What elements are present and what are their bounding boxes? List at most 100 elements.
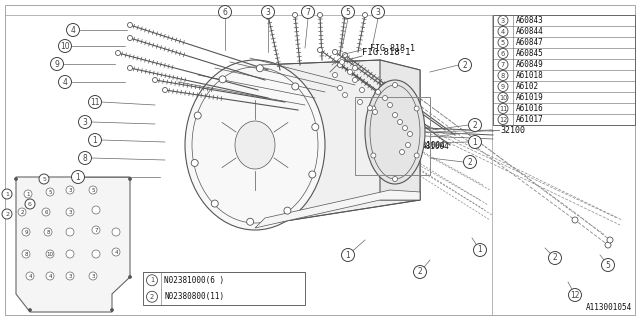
Text: 1: 1 — [472, 138, 477, 147]
Circle shape — [392, 113, 397, 117]
Text: A61016: A61016 — [516, 104, 544, 113]
Polygon shape — [260, 60, 420, 225]
Circle shape — [602, 259, 614, 271]
Circle shape — [312, 124, 319, 131]
Circle shape — [403, 125, 408, 131]
Text: A60847: A60847 — [516, 38, 544, 47]
Circle shape — [498, 37, 508, 47]
Circle shape — [458, 59, 472, 71]
Text: 5: 5 — [501, 39, 505, 45]
Text: 5: 5 — [42, 177, 46, 181]
Circle shape — [266, 12, 271, 18]
Circle shape — [66, 250, 74, 258]
Text: 1: 1 — [346, 251, 350, 260]
Text: 6: 6 — [223, 7, 227, 17]
Text: 3: 3 — [68, 188, 72, 193]
Ellipse shape — [365, 80, 425, 184]
Circle shape — [498, 70, 508, 81]
Circle shape — [127, 66, 132, 70]
Text: A81004: A81004 — [418, 140, 445, 149]
Circle shape — [337, 85, 342, 91]
Circle shape — [39, 174, 49, 184]
Circle shape — [46, 250, 54, 258]
Circle shape — [67, 23, 79, 36]
Circle shape — [468, 118, 481, 132]
Circle shape — [246, 218, 253, 225]
Circle shape — [29, 308, 31, 311]
Text: 2: 2 — [418, 268, 422, 276]
Circle shape — [406, 142, 410, 148]
Text: 10: 10 — [60, 42, 70, 51]
Text: 2: 2 — [472, 121, 477, 130]
Circle shape — [348, 69, 353, 75]
Text: 4: 4 — [63, 77, 67, 86]
Text: FIG.818-1: FIG.818-1 — [370, 44, 415, 52]
Circle shape — [79, 151, 92, 164]
Text: 6: 6 — [44, 210, 48, 214]
Text: 5: 5 — [346, 7, 351, 17]
Circle shape — [284, 207, 291, 214]
Circle shape — [371, 153, 376, 158]
Circle shape — [79, 116, 92, 129]
Text: A81004: A81004 — [422, 141, 450, 150]
Polygon shape — [16, 177, 130, 312]
Circle shape — [333, 50, 337, 54]
Circle shape — [44, 228, 52, 236]
Circle shape — [219, 76, 226, 83]
Circle shape — [2, 189, 12, 199]
Polygon shape — [380, 60, 420, 200]
Circle shape — [337, 62, 342, 68]
Circle shape — [372, 109, 378, 115]
Text: 8: 8 — [24, 252, 28, 257]
Text: 1: 1 — [5, 191, 9, 196]
Circle shape — [24, 190, 32, 198]
Text: 3: 3 — [68, 210, 72, 214]
Circle shape — [92, 226, 100, 234]
Bar — [493, 15, 635, 125]
Circle shape — [51, 58, 63, 70]
Circle shape — [112, 248, 120, 256]
Text: 4: 4 — [48, 274, 52, 278]
Circle shape — [367, 106, 372, 110]
Circle shape — [127, 36, 132, 41]
Circle shape — [66, 228, 74, 236]
Text: 7: 7 — [305, 7, 310, 17]
Circle shape — [498, 103, 508, 114]
Circle shape — [342, 12, 348, 18]
Circle shape — [548, 252, 561, 265]
Circle shape — [22, 228, 30, 236]
Circle shape — [392, 83, 397, 87]
Circle shape — [376, 90, 381, 94]
Circle shape — [414, 106, 419, 111]
Text: 1: 1 — [150, 277, 154, 283]
Text: 9: 9 — [24, 229, 28, 235]
Circle shape — [413, 266, 426, 278]
Bar — [355, 97, 430, 175]
Circle shape — [25, 199, 35, 209]
Text: 1: 1 — [76, 172, 81, 181]
Circle shape — [92, 206, 100, 214]
Polygon shape — [255, 190, 420, 228]
Circle shape — [498, 49, 508, 59]
Circle shape — [257, 65, 264, 72]
Text: A61017: A61017 — [516, 115, 544, 124]
Text: 6: 6 — [501, 51, 505, 57]
Circle shape — [163, 87, 168, 92]
Circle shape — [387, 102, 392, 108]
Text: 32100: 32100 — [500, 125, 525, 134]
Circle shape — [66, 208, 74, 216]
Circle shape — [414, 153, 419, 158]
Circle shape — [26, 272, 34, 280]
Text: 7: 7 — [94, 228, 98, 233]
Circle shape — [72, 171, 84, 183]
Circle shape — [18, 208, 26, 216]
Circle shape — [211, 200, 218, 207]
Circle shape — [15, 178, 17, 180]
Text: A113001054: A113001054 — [586, 303, 632, 312]
Text: 11: 11 — [90, 98, 100, 107]
Text: N02381000(6 ): N02381000(6 ) — [164, 276, 224, 285]
Circle shape — [129, 276, 131, 278]
Circle shape — [358, 100, 362, 105]
Circle shape — [58, 39, 72, 52]
Text: 8: 8 — [83, 154, 88, 163]
